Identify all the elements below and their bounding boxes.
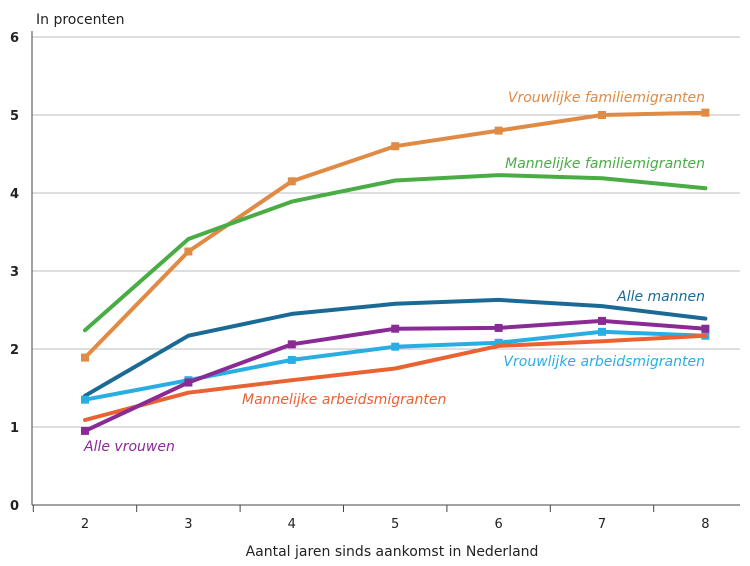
data-point bbox=[287, 177, 296, 186]
x-tick-label: 5 bbox=[391, 517, 399, 532]
data-point bbox=[391, 324, 400, 333]
data-point bbox=[494, 126, 503, 135]
data-point bbox=[391, 342, 400, 351]
data-point bbox=[81, 353, 89, 362]
series-label: Vrouwlijke familiemigranten bbox=[508, 90, 705, 106]
data-point bbox=[598, 111, 606, 119]
data-point bbox=[391, 142, 400, 151]
y-tick-label: 1 bbox=[10, 421, 19, 436]
y-tick-label: 3 bbox=[10, 265, 19, 280]
y-tick-label: 6 bbox=[10, 31, 19, 46]
x-tick-label: 4 bbox=[288, 517, 296, 532]
series-label: Vrouwlijke arbeidsmigranten bbox=[503, 354, 705, 370]
x-tick-label: 6 bbox=[494, 517, 502, 532]
data-point bbox=[701, 324, 710, 333]
data-point bbox=[184, 378, 193, 387]
y-tick-label: 2 bbox=[10, 343, 19, 358]
data-point bbox=[287, 340, 296, 349]
series-labels: Vrouwlijke familiemigranten Mannelijke fa… bbox=[83, 90, 705, 455]
x-tick-label: 7 bbox=[598, 517, 606, 532]
series-label: Alle mannen bbox=[616, 289, 705, 305]
data-point bbox=[81, 395, 89, 404]
series-line bbox=[83, 173, 708, 333]
x-tick-label: 3 bbox=[184, 517, 192, 532]
data-point bbox=[494, 338, 503, 347]
y-tick-label: 0 bbox=[10, 499, 19, 514]
axes: 0 1 2 3 4 5 6 2 3 4 5 6 7 8 bbox=[10, 31, 740, 532]
series-label: Mannelijke arbeidsmigranten bbox=[242, 392, 446, 408]
data-point bbox=[598, 327, 606, 336]
y-tick-label: 5 bbox=[10, 109, 19, 124]
x-axis-title: Aantal jaren sinds aankomst in Nederland bbox=[246, 544, 539, 560]
y-axis-title: In procenten bbox=[36, 12, 125, 28]
series-line bbox=[83, 333, 708, 422]
y-tick-label: 4 bbox=[10, 187, 19, 202]
data-point bbox=[598, 316, 606, 325]
data-point bbox=[184, 247, 193, 256]
series-lines bbox=[81, 108, 710, 435]
x-tick-label: 2 bbox=[81, 517, 89, 532]
data-point bbox=[494, 323, 503, 332]
series-line bbox=[83, 297, 708, 398]
data-point bbox=[81, 426, 89, 435]
series-line bbox=[83, 318, 708, 433]
data-point bbox=[701, 108, 710, 117]
x-tick-label: 8 bbox=[701, 517, 709, 532]
data-point bbox=[287, 355, 296, 364]
series-label: Mannelijke familiemigranten bbox=[505, 156, 705, 172]
series-label: Alle vrouwen bbox=[83, 439, 175, 455]
